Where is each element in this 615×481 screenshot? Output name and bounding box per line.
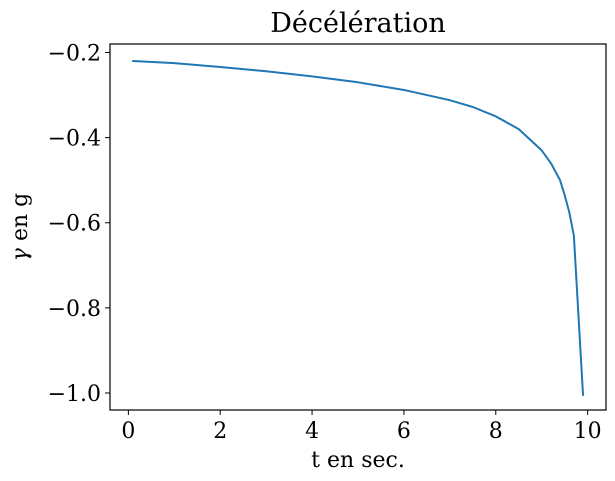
y-tick-label: −0.4 xyxy=(48,127,101,152)
y-axis-label-text: en g xyxy=(8,193,33,248)
x-tick-label: 0 xyxy=(121,419,135,444)
x-tick-label: 10 xyxy=(574,419,602,444)
x-tick-label: 4 xyxy=(305,419,319,444)
plot-area xyxy=(131,60,585,397)
y-tick-label: −0.6 xyxy=(48,212,101,237)
x-tick-label: 6 xyxy=(397,419,411,444)
x-axis-ticks: 0 2 4 6 8 10 xyxy=(121,410,602,444)
y-axis-label: γ en g xyxy=(8,193,33,261)
y-tick-label: −0.8 xyxy=(48,297,101,322)
y-tick-label: −0.2 xyxy=(48,42,101,67)
x-tick-label: 8 xyxy=(489,419,503,444)
x-tick-label: 2 xyxy=(213,419,227,444)
series-line-0 xyxy=(131,60,585,397)
chart-title: Décélération xyxy=(270,8,445,39)
y-axis-label-symbol: γ xyxy=(8,247,33,261)
x-axis-label: t en sec. xyxy=(311,448,405,473)
y-tick-label: −1.0 xyxy=(48,382,101,407)
axes-frame xyxy=(109,43,607,411)
y-axis-ticks: −0.2 −0.4 −0.6 −0.8 −1.0 xyxy=(48,42,110,407)
